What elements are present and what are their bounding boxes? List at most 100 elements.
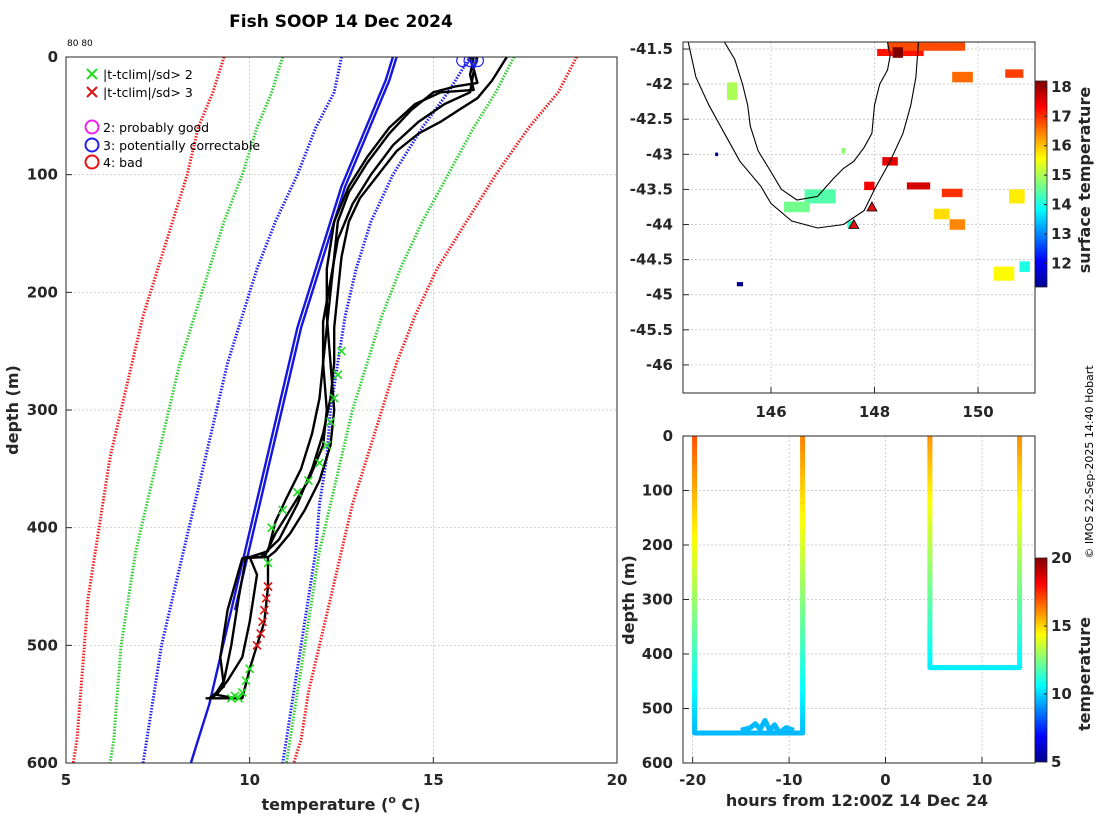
map-colorbar: 12 13 14 15 16 17 18	[1034, 78, 1072, 288]
profile-flag-sd2-stroke-b	[325, 417, 336, 427]
profile-flag-sd2-stroke-b	[322, 440, 332, 450]
map-ytick-label: -43	[646, 145, 673, 163]
profile-flag-sd2	[322, 440, 332, 450]
map-sst-patch	[783, 201, 810, 213]
profile-flag-sd2	[314, 458, 325, 468]
profile-ytick-label: 300	[27, 401, 58, 419]
profile-xtick-label: 5	[61, 771, 71, 789]
profile-legend-label: 3: potentially correctable	[103, 138, 260, 153]
profile-ytick-label: 500	[27, 636, 58, 654]
profile-line-profile-2	[205, 57, 475, 700]
map-sst-patch	[934, 208, 950, 220]
map-sst-patch	[952, 71, 973, 83]
profile-flag-sd2	[303, 476, 314, 486]
section-colorbar-tick-label: 10	[1051, 685, 1072, 703]
map-ticks: 146 148 150 -41.5 -42 -42.5 -43 -43.5 -44 -44.5 -4…	[630, 40, 994, 421]
map-colorbar-tick-label: 18	[1051, 78, 1072, 96]
credit-text: © IMOS 22-Sep-2025 14:40 Hobart	[1083, 365, 1096, 559]
map-colorbar-bar	[1034, 80, 1048, 288]
profile-flag-sd3	[252, 640, 262, 650]
map-ytick-label: -46	[646, 356, 673, 374]
section-ytick-label: 400	[642, 645, 673, 663]
profile-flag-sd3-stroke-b	[257, 617, 268, 627]
profile-legend-label: |t-tclim|/sd> 2	[103, 67, 193, 82]
map-sst-patch	[1005, 69, 1024, 78]
profile-xtick-label: 15	[423, 771, 444, 789]
map-sst-patch	[736, 282, 744, 287]
profile-qc-circle	[456, 57, 470, 68]
profile-flag-sd3	[263, 581, 273, 592]
profile-legend-x-marker-b	[86, 68, 98, 80]
profile-ytick-label: 0	[48, 48, 58, 66]
map-sst-patch	[804, 189, 836, 204]
map-plot-area	[683, 42, 1035, 393]
profile-flag-sd3	[259, 605, 269, 615]
profile-flag-sd3-stroke-b	[259, 605, 269, 615]
section-ytick-label: 300	[642, 591, 673, 609]
map-sst-patch	[715, 152, 719, 157]
map-ytick-label: -44	[646, 216, 673, 234]
profile-xtick-label: 20	[607, 771, 628, 789]
profile-xlabel-end: C)	[396, 795, 421, 814]
profile-ytick-label: 400	[27, 519, 58, 537]
map-ytick-label: -45.5	[630, 321, 673, 339]
profile-flag-sd3	[257, 617, 268, 627]
profile-flag-sd2	[263, 558, 273, 568]
profile-legend-label: |t-tclim|/sd> 3	[103, 85, 193, 100]
profile-legend-item: |t-tclim|/sd> 3	[86, 85, 193, 100]
profile-line-profile-4	[208, 57, 475, 700]
map-ytick-label: -43.5	[630, 180, 673, 198]
section-ytick-label: 100	[642, 482, 673, 500]
map-colorbar-tick-label: 14	[1051, 196, 1072, 214]
profile-line-clim-plus2sd	[284, 57, 516, 763]
map-colorbar-tick-label: 13	[1051, 225, 1072, 243]
profile-xtick-label: 10	[239, 771, 260, 789]
profile-flag-sd2	[241, 676, 251, 686]
profile-line-clim-minus3sd	[71, 57, 226, 763]
profile-flag-sd2-stroke-b	[237, 687, 247, 697]
profile-legend-item: 4: bad	[84, 154, 143, 170]
map-xtick-label: 148	[859, 403, 890, 421]
section-colorbar: 5 10 15 20	[1034, 549, 1072, 771]
map-sst-patch	[941, 188, 963, 198]
map-shelf-edge-line	[687, 42, 920, 229]
profile-corner-text: 80 80	[67, 39, 93, 49]
profile-ylabel: depth (m)	[3, 365, 22, 455]
profile-flag-sd2-stroke-b	[263, 558, 273, 568]
map-colorbar-tick-label: 15	[1051, 166, 1072, 184]
profile-flag-sd2-stroke-b	[336, 346, 347, 356]
map-sst-patch	[949, 219, 966, 230]
map-ytick-label: -45	[646, 286, 673, 304]
section-xtick-label: -20	[679, 771, 706, 789]
section-xtick-label: 0	[880, 771, 890, 789]
profile-flag-sd2-stroke-b	[329, 393, 339, 403]
profile-flag-sd2-stroke-b	[230, 691, 240, 701]
profile-flag-sd2-stroke-b	[333, 370, 343, 380]
section-bottom-wiggle	[740, 718, 795, 736]
profile-line-clim-minus1sd	[141, 57, 343, 763]
profile-flag-sd2-stroke-b	[278, 505, 288, 515]
profile-legend-label: 2: probably good	[103, 120, 209, 135]
profile-flag-sd2	[333, 370, 343, 380]
map-data	[687, 42, 1030, 287]
profile-line-profile-1	[224, 57, 508, 700]
section-colorbar-label: temperature	[1075, 617, 1094, 731]
profile-flag-sd3-stroke-b	[256, 629, 266, 639]
profile-flag-sd2-stroke-b	[234, 693, 244, 703]
section-ytick-label: 600	[642, 754, 673, 772]
map-sst-patch	[1019, 261, 1030, 272]
map-track-point	[866, 201, 878, 212]
map-sst-patch	[887, 42, 966, 51]
profile-flag-sd2-stroke-b	[303, 476, 314, 486]
map-sst-patch	[864, 181, 875, 191]
map-sst-patch	[1009, 189, 1025, 204]
map-colorbar-tick-label: 16	[1051, 137, 1072, 155]
profile-xlabel-start: temperature (	[261, 795, 388, 814]
profile-legend-circle-marker	[84, 154, 100, 170]
map-sst-patch	[841, 148, 846, 154]
section-ytick-label: 500	[642, 700, 673, 718]
profile-title: Fish SOOP 14 Dec 2024	[229, 12, 453, 32]
profile-flag-sd3-stroke-b	[252, 640, 262, 650]
